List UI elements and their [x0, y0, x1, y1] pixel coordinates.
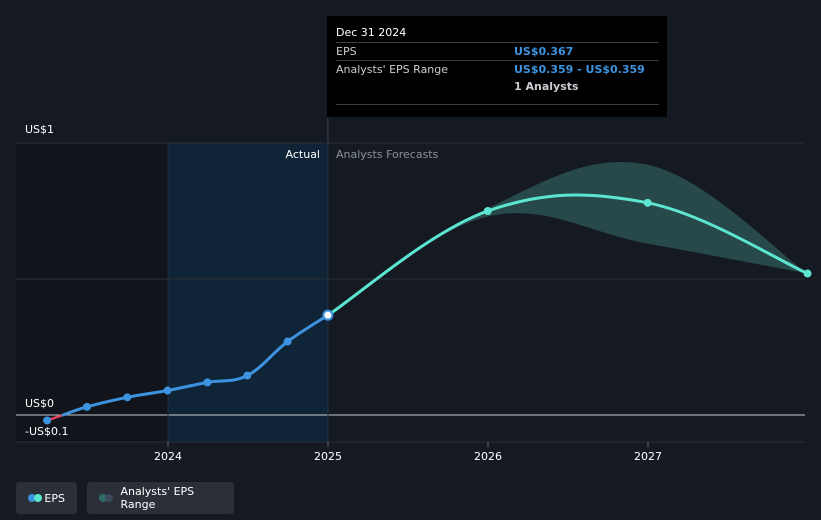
chart-labels: Actual Analysts Forecasts 2024 2025 2026 20… [25, 123, 662, 463]
eps-actual-point [203, 378, 212, 387]
legend-label-eps: EPS [44, 491, 65, 505]
tooltip-value: 1 Analysts [514, 80, 579, 93]
eps-actual-point [283, 337, 292, 346]
tooltip-row-eps: EPS US$0.367 [336, 42, 659, 60]
tooltip-row-analysts: 1 Analysts [336, 78, 659, 95]
tooltip-date: Dec 31 2024 [336, 26, 407, 39]
eps-points [43, 198, 812, 425]
x-tick-label: 2024 [154, 450, 182, 463]
tooltip-value: US$0.359 - US$0.359 [514, 63, 645, 76]
eps-forecast-point [803, 269, 812, 278]
eps-actual-point [322, 309, 334, 321]
past-shade [16, 143, 168, 442]
tooltip-divider [336, 104, 659, 105]
legend-item-range[interactable]: Analysts' EPS Range [87, 482, 234, 514]
range-band-area [327, 161, 808, 318]
eps-forecast-point [483, 207, 492, 215]
y-tick-label: -US$0.1 [25, 425, 69, 438]
section-label-forecast: Analysts Forecasts [336, 148, 439, 161]
legend-label-range: Analysts' EPS Range [120, 485, 195, 511]
section-label-actual: Actual [286, 148, 320, 161]
legend-dot [28, 494, 36, 502]
eps-forecast-point [643, 198, 652, 207]
x-tick-label: 2025 [314, 450, 342, 463]
tooltip-row-range: Analysts' EPS Range US$0.359 - US$0.359 [336, 60, 659, 78]
hover-tooltip: Dec 31 2024 EPS US$0.367 Analysts' EPS R… [327, 16, 667, 117]
eps-legend-icon [28, 493, 42, 503]
actual-highlight [168, 143, 328, 442]
x-tick-label: 2027 [634, 450, 662, 463]
chart-grid [16, 118, 805, 447]
eps-actual-point [123, 393, 132, 402]
eps-actual-point [243, 371, 252, 380]
x-tick-label: 2026 [474, 450, 502, 463]
eps-actual-point [82, 402, 91, 411]
legend-dot [105, 494, 113, 502]
tooltip-label: Analysts' EPS Range [336, 63, 449, 76]
tooltip-value: US$0.367 [514, 45, 574, 58]
eps-range-band [327, 161, 808, 318]
legend-dot [34, 494, 42, 502]
eps-forecast-line [326, 193, 810, 317]
y-tick-label: US$0 [25, 397, 54, 410]
legend-item-eps[interactable]: EPS [16, 482, 77, 514]
eps-actual-point [163, 386, 172, 395]
y-tick-label: US$1 [25, 123, 54, 136]
legend-dot [99, 494, 107, 502]
tooltip-label [336, 78, 514, 95]
range-legend-icon [99, 493, 114, 503]
tooltip-label: EPS [336, 45, 357, 58]
eps-actual-point [43, 416, 52, 425]
